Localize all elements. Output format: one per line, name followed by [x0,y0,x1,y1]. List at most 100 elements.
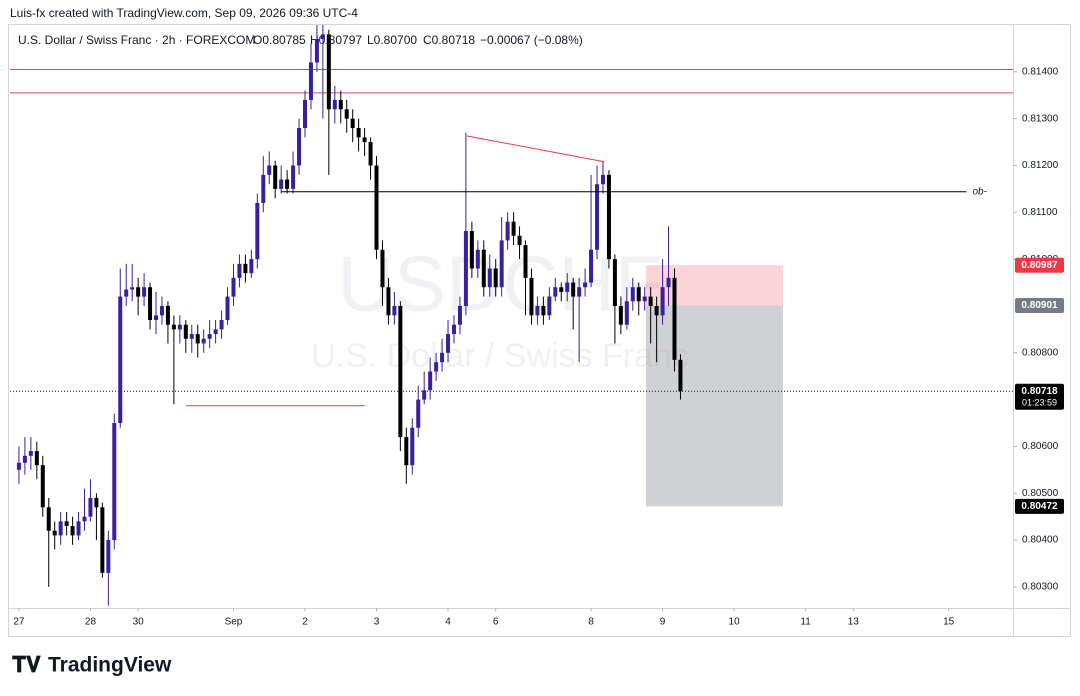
candle-body [255,202,260,260]
candle-body [577,287,582,297]
candle-body [654,305,659,316]
candle-body [368,142,373,166]
candle-body [529,277,534,316]
x-tick-label: 15 [943,617,955,628]
candle-body [511,221,516,236]
candle-body [82,516,87,522]
candle-body [88,497,93,517]
candle-body [171,324,176,330]
candle-body [22,455,27,463]
candle-body [481,249,486,288]
candle-body [159,305,164,316]
candle-body [207,334,212,339]
x-tick-label: Sep [225,617,243,628]
stop-zone [645,265,783,306]
candle-body [636,287,641,302]
candle-body [475,249,480,269]
candle-body [279,179,284,189]
candle-body [237,263,242,278]
x-tick-label: 8 [588,617,594,628]
price-label: 0.80472 [1021,501,1058,512]
change: −0.00067 (−0.08%) [480,33,583,47]
candle-body [249,259,254,274]
brand-logo: 𝐓𝐕 [12,652,41,677]
x-tick-label: 30 [133,617,145,628]
candle-body [320,34,325,40]
candle-body [386,287,391,316]
brand: TradingView [48,654,172,677]
candle-body [642,296,647,302]
candle-body [559,287,564,292]
candle-body [678,359,683,392]
candle-body [565,282,570,292]
candle-body [106,540,111,573]
candle-body [463,231,468,306]
x-tick-label: 6 [493,617,499,628]
price-label: 0.80987 [1021,260,1058,271]
candle-body [350,118,355,129]
y-tick-label: 0.81100 [1022,207,1058,218]
candle-body [326,34,331,110]
candle-body [380,249,385,288]
candle-body [434,362,439,372]
candle-body [630,287,635,302]
candle-body [124,289,129,297]
y-tick-label: 0.80800 [1022,347,1059,358]
candle-body [356,128,361,138]
candle-body [58,521,63,536]
candle-body [338,99,343,110]
candle-body [285,179,290,189]
candle-body [243,263,248,274]
low: L0.80700 [367,33,417,47]
candle-body [451,324,456,335]
x-tick-label: 10 [729,617,741,628]
candle-body [457,305,462,325]
candle-body [273,165,278,189]
candle-body [46,507,51,531]
candle-body [118,296,123,424]
candle-body [94,497,99,508]
candle-body [177,324,182,330]
price-label-box [1015,498,1064,514]
y-tick-label: 0.81300 [1022,113,1059,124]
candle-body [499,240,504,288]
candle-body [410,427,415,466]
candle-body [291,165,296,189]
candle-body [469,231,474,269]
candle-body [261,174,266,203]
y-tick-label: 0.81400 [1022,66,1059,77]
candle-body [332,99,337,110]
price-label: 0.80718 [1021,386,1058,397]
x-tick-label: 9 [660,617,666,628]
candle-body [28,451,33,456]
open: O0.80785 [253,33,306,47]
candle-body [70,526,75,536]
candle-body [446,334,451,353]
candle-body [505,221,510,241]
candle-body [64,521,69,527]
candle-body [553,287,558,297]
candle-body [314,39,319,63]
candle-body [374,165,379,250]
candle-body [154,315,159,321]
candle-body [213,329,218,335]
candle-body [428,371,433,391]
x-tick-label: 2 [302,617,308,628]
candle-body [648,296,653,306]
candle-body [672,277,677,360]
candle-body [183,324,188,339]
candle-body [595,184,600,250]
legend: U.S. Dollar / Swiss Franc · 2h · FOREXCO… [18,33,583,47]
candle-body [52,530,57,536]
candle-body [165,305,170,325]
candle-body [666,277,671,288]
drawn-line [467,135,605,163]
price-label: 0.80901 [1021,300,1058,311]
candle-body [600,174,605,185]
candle-body [130,287,135,290]
candle-body [112,423,117,541]
x-tick-label: 28 [85,617,97,628]
candle-body [422,390,427,400]
candle-body [308,62,313,100]
